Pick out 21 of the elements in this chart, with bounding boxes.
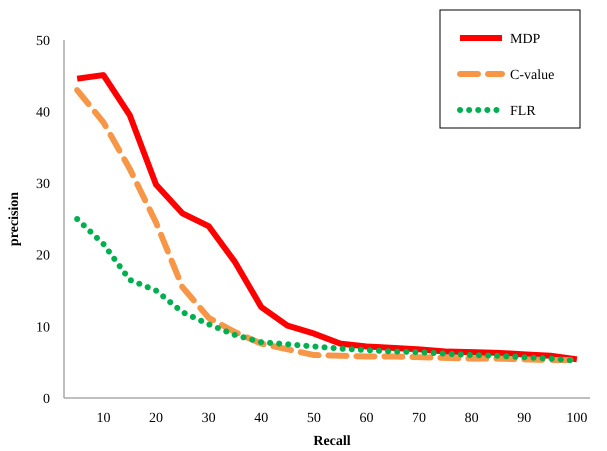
x-tick-label: 100 xyxy=(566,411,588,426)
legend-label: FLR xyxy=(510,104,536,119)
y-tick-label: 0 xyxy=(43,392,50,407)
x-tick-label: 90 xyxy=(517,411,532,426)
legend-label: MDP xyxy=(510,32,541,47)
x-tick-label: 30 xyxy=(202,411,216,426)
x-tick-label: 50 xyxy=(306,411,321,426)
y-tick-label: 10 xyxy=(36,320,50,336)
x-tick-label: 40 xyxy=(254,411,268,426)
y-tick-label: 50 xyxy=(36,34,50,49)
y-tick-label: 30 xyxy=(36,177,50,192)
y-tick-label: 40 xyxy=(36,106,50,120)
legend-label: C-value xyxy=(510,68,554,83)
x-tick-label: 20 xyxy=(149,411,164,426)
x-tick-label: 80 xyxy=(464,411,479,426)
x-tick-label: 70 xyxy=(412,411,426,426)
x-tick-label: 10 xyxy=(96,411,110,426)
y-tick-label: 20 xyxy=(36,248,50,264)
y-axis-title: precision xyxy=(7,192,22,246)
x-tick-label: 60 xyxy=(359,411,374,426)
x-axis-title: Recall xyxy=(313,434,351,449)
